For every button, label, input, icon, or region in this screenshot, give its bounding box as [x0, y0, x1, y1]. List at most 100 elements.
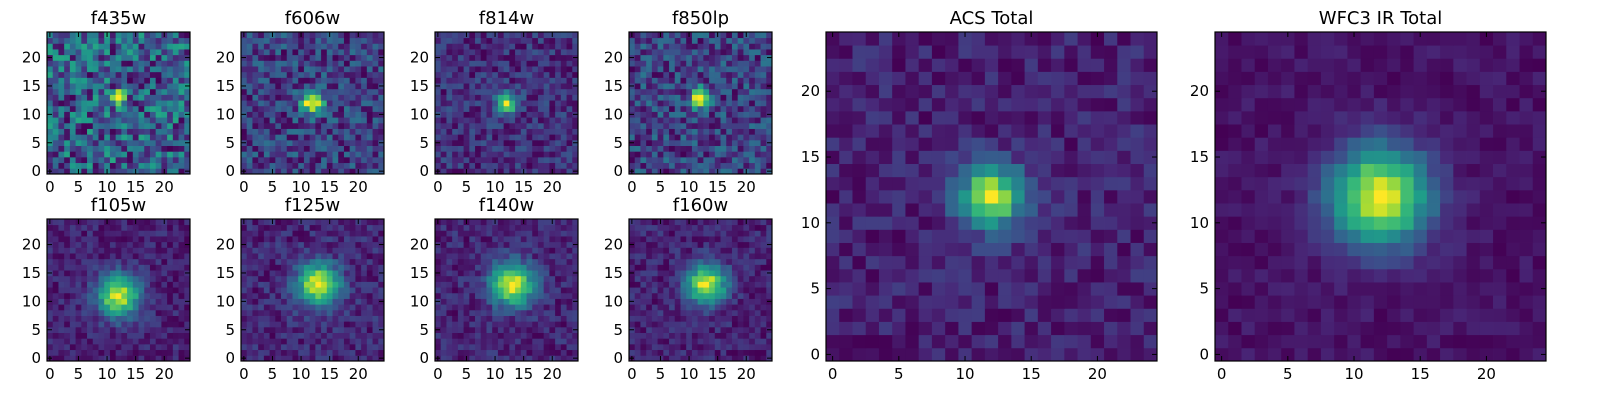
heatmap-cell: [58, 94, 65, 101]
heatmap-cell: [355, 298, 362, 305]
heatmap-cell: [480, 247, 487, 254]
heatmap-cell: [343, 219, 351, 226]
heatmap-cell: [709, 83, 716, 90]
heatmap-cell: [680, 77, 687, 84]
heatmap-cell: [81, 100, 88, 107]
heatmap-cell: [332, 292, 339, 299]
heatmap-cell: [315, 304, 322, 311]
heatmap-cell: [697, 156, 704, 164]
heatmap-cell: [726, 117, 733, 124]
heatmap-cell: [178, 94, 185, 101]
heatmap-cell: [52, 77, 59, 84]
heatmap-cell: [697, 349, 704, 356]
heatmap-cell: [252, 60, 259, 67]
heatmap-cell: [246, 315, 253, 322]
heatmap-cell: [452, 66, 459, 73]
heatmap-cell: [555, 236, 562, 243]
y-tick-label: 5: [613, 134, 623, 152]
heatmap-cell: [703, 54, 710, 61]
heatmap-cell: [720, 292, 727, 299]
heatmap-cell: [503, 326, 510, 333]
heatmap-cell: [167, 264, 174, 271]
heatmap-cell: [657, 270, 664, 277]
heatmap-cell: [332, 338, 339, 345]
heatmap-cell: [503, 77, 510, 84]
heatmap-cell: [532, 54, 539, 61]
heatmap-cell: [691, 54, 699, 61]
heatmap-cell: [241, 287, 248, 294]
heatmap-cell: [532, 60, 539, 67]
heatmap-cell: [737, 134, 744, 141]
heatmap-cell: [446, 264, 453, 271]
y-tick-label: 15: [216, 264, 235, 282]
heatmap-cell: [537, 253, 545, 260]
heatmap-cell: [640, 83, 647, 90]
heatmap-cell: [115, 100, 122, 107]
heatmap-cell: [543, 168, 550, 175]
heatmap-cell: [309, 309, 316, 316]
heatmap-cell: [178, 71, 185, 78]
heatmap-cell: [343, 43, 351, 50]
heatmap-cell: [663, 66, 670, 73]
heatmap-cell: [92, 298, 99, 305]
heatmap-cell: [726, 355, 733, 362]
heatmap-cell: [714, 338, 721, 345]
heatmap-cell: [258, 156, 265, 164]
heatmap-cell: [709, 49, 716, 56]
heatmap-cell: [309, 264, 316, 271]
heatmap-cell: [691, 83, 699, 90]
heatmap-cell: [691, 156, 699, 164]
heatmap-cell: [69, 94, 76, 101]
heatmap-cell: [167, 355, 174, 362]
heatmap-cell: [81, 270, 88, 277]
heatmap-cell: [321, 326, 328, 333]
heatmap-cell: [343, 134, 351, 141]
heatmap-cell: [726, 343, 733, 351]
heatmap-cell: [178, 32, 185, 39]
heatmap-cell: [246, 270, 253, 277]
heatmap-cell: [634, 304, 641, 311]
heatmap-cell: [714, 315, 721, 322]
heatmap-cell: [292, 258, 299, 265]
heatmap-cell: [87, 275, 94, 282]
heatmap-cell: [241, 349, 248, 356]
heatmap-cell: [115, 230, 122, 237]
heatmap-cell: [452, 139, 459, 146]
heatmap-cell: [149, 355, 157, 362]
heatmap-cell: [572, 145, 579, 152]
heatmap-cell: [760, 156, 767, 164]
y-tick-label: 10: [22, 292, 41, 310]
heatmap-cell: [709, 151, 716, 158]
heatmap-cell: [486, 236, 493, 243]
heatmap-cell: [560, 60, 567, 67]
heatmap-cell: [435, 315, 442, 322]
heatmap-cell: [686, 139, 693, 146]
heatmap-cell: [109, 287, 117, 294]
heatmap-cell: [515, 326, 522, 333]
heatmap-cell: [463, 292, 470, 299]
heatmap-cell: [754, 77, 761, 84]
heatmap-cell: [98, 83, 105, 90]
heatmap-cell: [657, 156, 664, 164]
heatmap-cell: [52, 264, 59, 271]
heatmap-cell: [332, 60, 339, 67]
heatmap-cell: [572, 117, 579, 124]
heatmap-cell: [537, 105, 545, 112]
heatmap-cell: [47, 349, 54, 356]
heatmap-cell: [303, 88, 311, 95]
heatmap-cell: [184, 71, 191, 78]
heatmap-cell: [475, 264, 482, 271]
heatmap-cell: [343, 54, 351, 61]
heatmap-cell: [463, 241, 470, 248]
heatmap-cell: [309, 224, 316, 231]
heatmap-cell: [566, 151, 573, 158]
heatmap-cell: [115, 270, 122, 277]
heatmap-cell: [657, 304, 664, 311]
heatmap-cell: [269, 298, 276, 305]
heatmap-cell: [58, 66, 65, 73]
heatmap-cell: [172, 326, 179, 333]
heatmap-cell: [258, 332, 265, 339]
heatmap-cell: [178, 139, 185, 146]
heatmap-cell: [737, 275, 744, 282]
heatmap-cell: [452, 292, 459, 299]
